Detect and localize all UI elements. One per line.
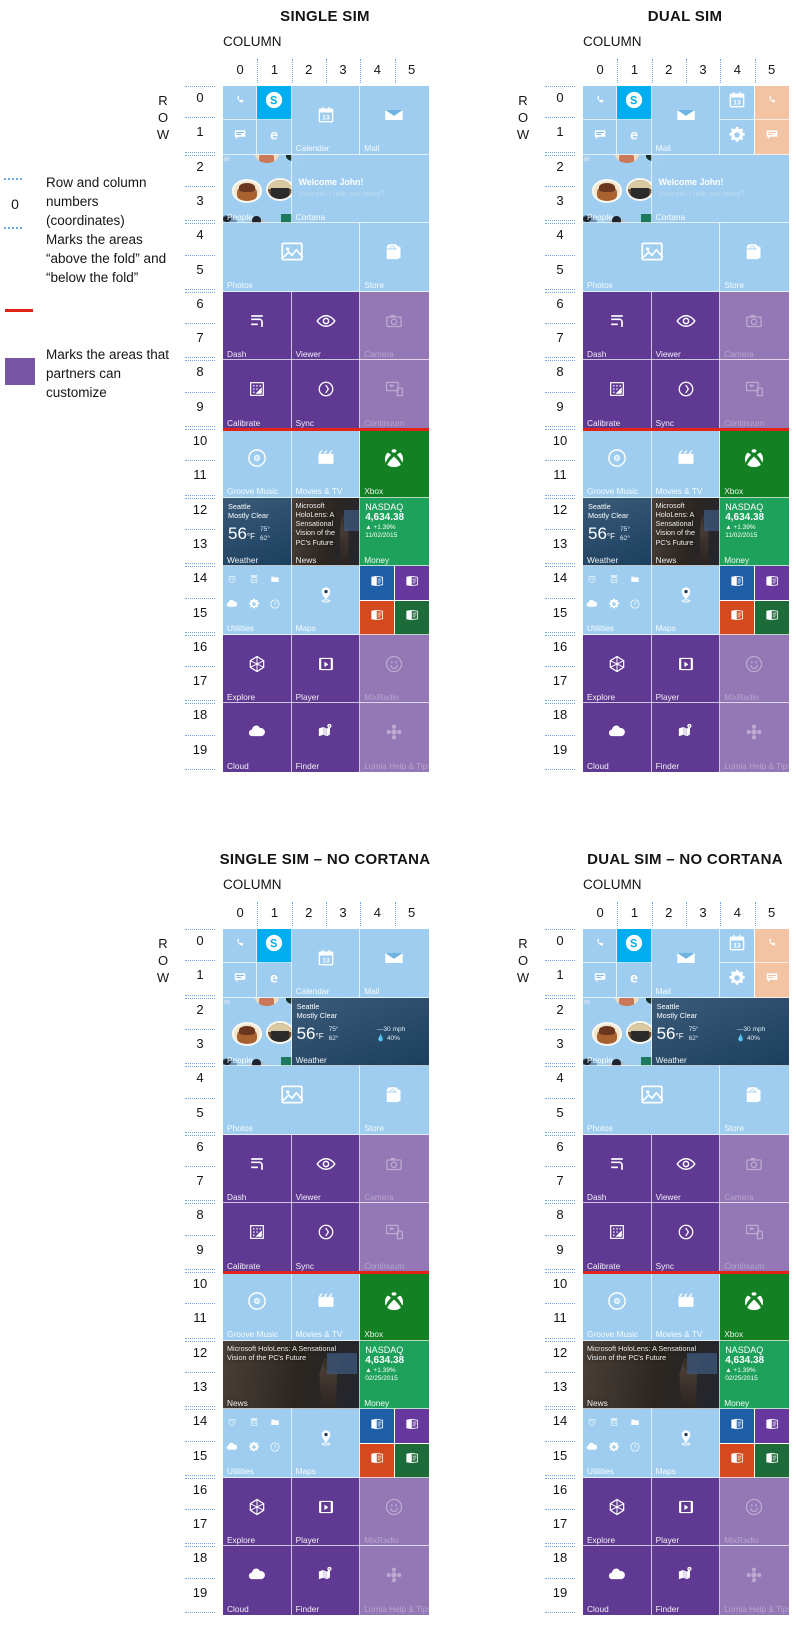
svg-text:13: 13 xyxy=(734,943,742,950)
svg-text:e: e xyxy=(631,127,639,143)
svg-text:e: e xyxy=(271,127,279,143)
svg-text:?: ? xyxy=(274,602,277,608)
svg-text:e: e xyxy=(631,970,639,986)
svg-text:13: 13 xyxy=(322,957,330,964)
svg-text:?: ? xyxy=(634,602,637,608)
svg-text:?: ? xyxy=(274,1445,277,1451)
svg-text:?: ? xyxy=(634,1445,637,1451)
svg-text:e: e xyxy=(271,970,279,986)
svg-text:13: 13 xyxy=(734,100,742,107)
svg-text:13: 13 xyxy=(322,114,330,121)
